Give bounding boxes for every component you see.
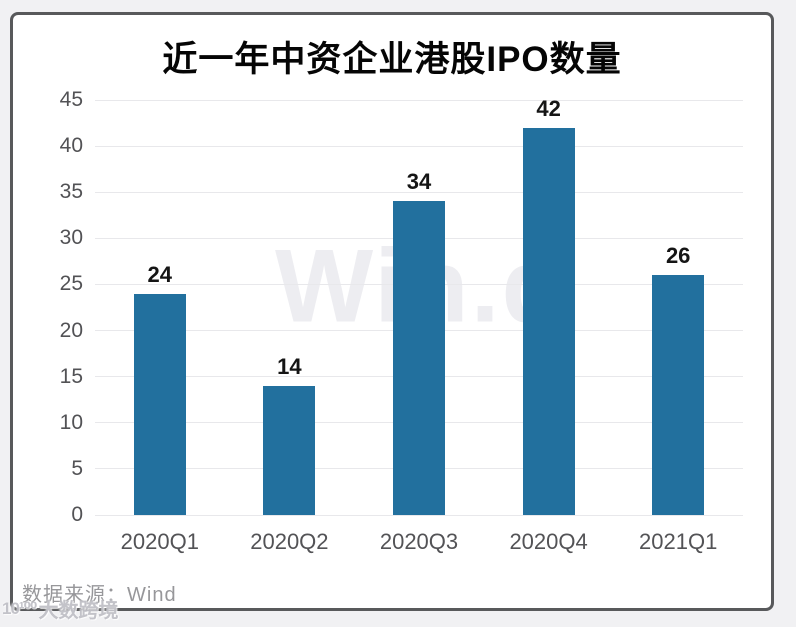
- plot-area: Win.d 051015202530354045242020Q1142020Q2…: [60, 88, 743, 554]
- y-axis-tick-label: 25: [59, 272, 83, 296]
- bar-2021Q1: [652, 275, 705, 515]
- y-axis-tick-label: 30: [59, 226, 83, 250]
- y-axis-tick-label: 40: [59, 134, 83, 158]
- bar-value-label: 34: [406, 169, 432, 195]
- data-source-label: 数据来源：Wind: [22, 584, 177, 606]
- bar-2020Q4: [522, 127, 575, 515]
- bar-value-label: 42: [536, 95, 561, 121]
- bar-2020Q2: [263, 385, 316, 515]
- bar-2020Q1: [133, 293, 186, 515]
- bar-value-label: 14: [277, 353, 302, 379]
- bar-2020Q3: [393, 201, 445, 515]
- site-logo-icon: 10¹⁰⁰: [2, 598, 37, 618]
- chart-card: 近一年中资企业港股IPO数量 Win.d 0510152025303540452…: [10, 12, 774, 611]
- x-axis-tick-label: 2020Q1: [120, 529, 199, 554]
- gridline: [95, 99, 743, 101]
- chart-title: 近一年中资企业港股IPO数量: [162, 40, 622, 79]
- gridline: [95, 514, 743, 516]
- gridline: [95, 191, 743, 193]
- x-axis-tick-label: 2021Q1: [639, 529, 718, 554]
- y-axis-tick-label: 45: [59, 88, 83, 111]
- gridline: [95, 145, 743, 147]
- site-watermark-text: 大数跨境: [38, 600, 119, 622]
- x-axis-tick-label: 2020Q3: [379, 529, 459, 554]
- x-axis-tick-label: 2020Q4: [509, 529, 588, 554]
- x-axis-tick-label: 2020Q2: [250, 529, 329, 554]
- y-axis-tick-label: 0: [71, 503, 83, 526]
- y-axis-tick-label: 20: [59, 318, 83, 342]
- y-axis-tick-label: 5: [71, 456, 83, 480]
- y-axis-tick-label: 10: [59, 410, 83, 434]
- bar-value-label: 24: [147, 261, 173, 287]
- site-watermark: 10¹⁰⁰ 大数跨境: [2, 594, 118, 623]
- y-axis-tick-label: 35: [59, 180, 83, 204]
- bar-value-label: 26: [665, 243, 691, 269]
- y-axis-tick-label: 15: [59, 364, 83, 388]
